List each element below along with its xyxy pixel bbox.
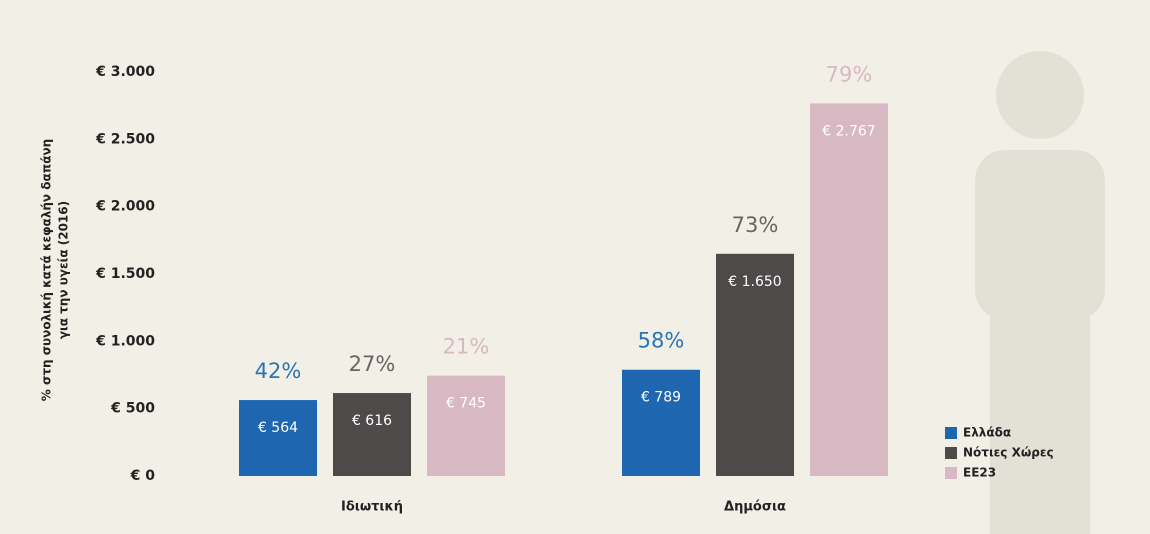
- share-label: 27%: [349, 352, 396, 376]
- x-tick-label: Δημόσια: [724, 500, 786, 515]
- legend-label: Νότιες Χώρες: [963, 446, 1054, 460]
- y-tick-label: € 1.000: [95, 333, 155, 349]
- legend-swatch: [945, 447, 957, 459]
- bar: [239, 400, 317, 476]
- value-label: € 789: [641, 390, 681, 406]
- legend-label: ΕΕ23: [963, 466, 996, 480]
- legend-swatch: [945, 467, 957, 479]
- value-label: € 616: [352, 413, 392, 429]
- person-silhouette: [975, 51, 1105, 534]
- legend-label: Ελλάδα: [963, 426, 1011, 440]
- bar: [810, 103, 888, 477]
- y-tick-label: € 3.000: [95, 64, 155, 80]
- bar: [716, 253, 794, 476]
- value-label: € 564: [258, 420, 298, 436]
- value-label: € 745: [446, 396, 486, 412]
- y-tick-label: € 1.500: [95, 266, 155, 282]
- y-tick-label: € 2.500: [95, 131, 155, 147]
- legend-swatch: [945, 427, 957, 439]
- bar: [333, 393, 411, 476]
- value-label: € 1.650: [728, 274, 781, 290]
- share-label: 79%: [826, 62, 873, 86]
- y-axis-label: για την υγεία (2016): [57, 201, 71, 339]
- bar: [622, 369, 700, 476]
- y-axis-label: % στη συνολική κατά κεφαλήν δαπάνη: [40, 139, 54, 401]
- share-label: 42%: [255, 359, 302, 383]
- y-tick-label: € 0: [130, 468, 156, 484]
- bar: [427, 375, 505, 476]
- share-label: 73%: [732, 213, 779, 237]
- share-label: 21%: [443, 335, 490, 359]
- share-label: 58%: [638, 329, 685, 353]
- y-tick-label: € 500: [110, 401, 155, 417]
- x-tick-label: Ιδιωτική: [341, 500, 403, 515]
- value-label: € 2.767: [822, 123, 875, 139]
- y-tick-label: € 2.000: [95, 199, 155, 215]
